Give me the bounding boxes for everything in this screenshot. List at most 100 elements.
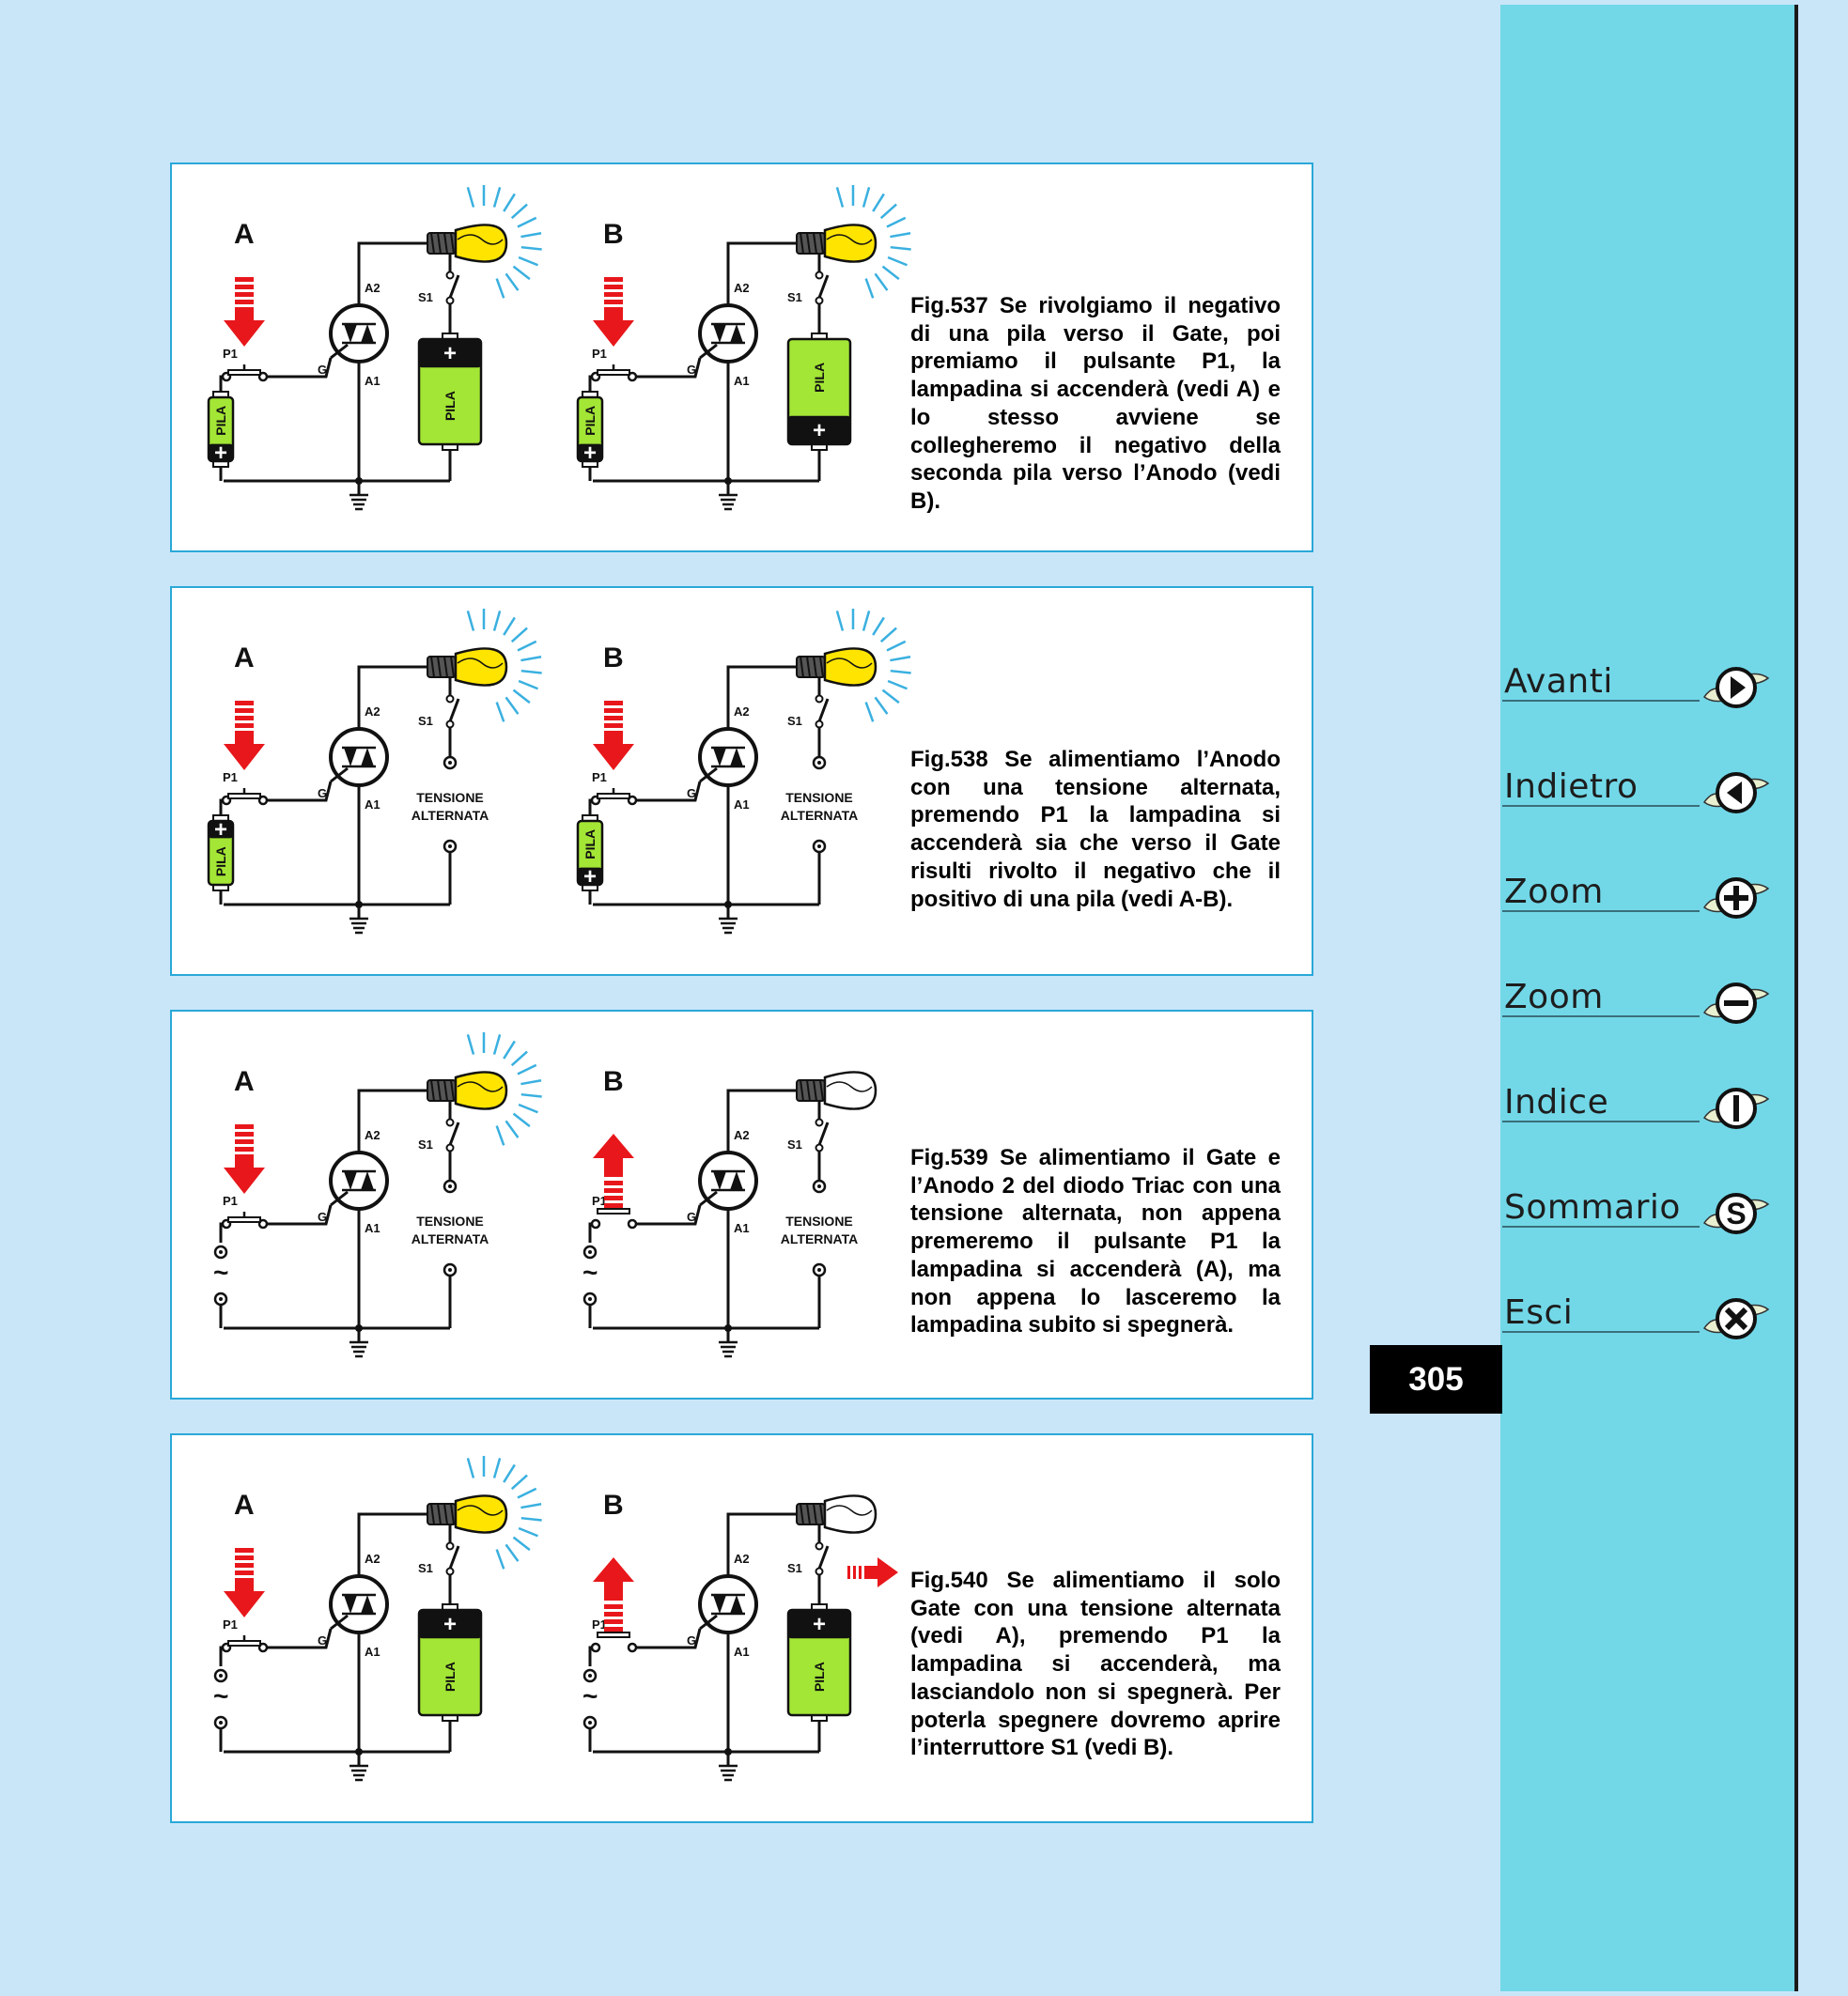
triac-diode [361,748,374,766]
arrow-stripe [235,292,254,297]
pushbutton-p1 [227,1640,261,1647]
nav-indice-button[interactable]: Indice [1502,1075,1784,1141]
light-ray [887,679,908,690]
gate-lead [699,1190,718,1207]
terminal-dot [448,761,452,765]
light-ray [510,1050,528,1067]
lamp-bulb [454,224,508,263]
gate-label: G [318,1210,327,1224]
arrow-head [224,744,265,770]
light-ray [495,1549,505,1570]
arrow-head [224,1591,265,1617]
wire-gate [635,1628,702,1649]
arrow-stripe [604,1627,623,1632]
light-ray [503,1040,516,1060]
battery: + PILA [417,333,483,451]
terminal-dot [817,761,821,765]
tensione-label: TENSIONE [785,1214,853,1229]
light-ray [505,696,520,715]
lamp-thread [806,656,811,678]
icon-glyph [1724,1000,1748,1006]
arrow-shaft [604,1158,623,1177]
page-number: 305 [1370,1345,1502,1414]
zoom-in-icon [1702,877,1770,919]
circuit-b: B A2 A1 G P1 + PILA S1 TENSIONE ALTERNATA [576,609,911,935]
battery-label: PILA [812,1662,827,1692]
junction-dot [355,1748,363,1756]
nav-indietro-button[interactable]: Indietro [1502,760,1784,826]
gate-label: G [687,1210,696,1224]
light-ray [517,1487,537,1499]
nav-label: Indice [1504,1083,1609,1122]
light-ray [512,1112,531,1128]
light-ray [505,1120,520,1138]
light-ray [864,278,875,299]
gate-label: G [687,1633,696,1648]
lamp-thread [813,656,817,678]
battery-label: PILA [812,363,827,393]
p1-label: P1 [592,770,607,784]
battery: + PILA [576,391,604,468]
lamp-on [796,185,911,299]
lamp-thread [443,1079,448,1102]
switch-s1 [817,698,830,722]
switch-contact [815,1143,824,1153]
junction-dot [724,477,732,485]
nav-underline [1502,1331,1700,1333]
light-ray [520,1503,542,1509]
nav-underline [1502,700,1700,702]
arrow-stripe [604,723,623,728]
nav-zoom-out-button[interactable]: Zoom [1502,970,1784,1036]
light-ray [510,627,528,643]
nav-zoom-in-button[interactable]: Zoom [1502,865,1784,931]
nav-label: Avanti [1504,662,1613,701]
switch-contact [590,1642,601,1653]
gate-lead [699,766,718,783]
nav-esci-button[interactable]: Esci [1502,1286,1784,1352]
lamp-on [427,609,542,722]
junction-dot [724,1324,732,1332]
nav-label: Zoom [1504,873,1604,911]
alternata-label: ALTERNATA [412,1231,489,1246]
light-ray [466,611,475,631]
nav-sommario-button[interactable]: Sommario S [1502,1181,1784,1246]
light-ray [864,702,875,722]
icon-ring [1716,1193,1757,1234]
light-ray [495,702,505,722]
battery-cap [788,1610,850,1639]
circuit-letter: A [234,1066,255,1097]
arrow-shaft [604,307,623,320]
terminal-dot [588,1297,592,1301]
lamp-filament [826,658,873,669]
a2-label: A2 [365,281,380,295]
lamp-bulb [823,224,877,263]
battery-plus-label: + [443,341,457,366]
figure-540-diagram: A A2 A1 G P1 ~ S1 + PILA B A2 A1 G P1 ~ S1 + PILA [213,1456,898,1782]
pushbutton-p1 [227,1216,261,1223]
arrow-shaft [604,731,623,744]
terminal-dot [219,1250,223,1254]
nav-label: Zoom [1504,978,1604,1016]
release-arrow-up [593,1557,634,1632]
light-ray [881,689,900,704]
battery: + PILA [417,1603,483,1722]
pushbutton-p1 [597,369,630,376]
gate-lead [330,1190,349,1207]
wire-anode2 [726,1512,800,1576]
light-ray [520,245,542,251]
summary-icon: S [1702,1193,1770,1234]
arrow-head [224,320,265,347]
light-ray [505,1543,520,1562]
release-arrow-up [593,1134,634,1208]
a2-label: A2 [365,1552,380,1566]
battery-plus-label: + [443,1612,457,1637]
lamp-thread [813,1079,817,1102]
p1-label: P1 [223,1194,238,1208]
nav-avanti-button[interactable]: Avanti [1502,655,1784,720]
a1-label: A1 [365,374,380,388]
lamp-filament [457,1505,504,1516]
light-ray [835,187,845,208]
ac-tilde: ~ [582,1258,598,1287]
light-ray [520,232,542,239]
